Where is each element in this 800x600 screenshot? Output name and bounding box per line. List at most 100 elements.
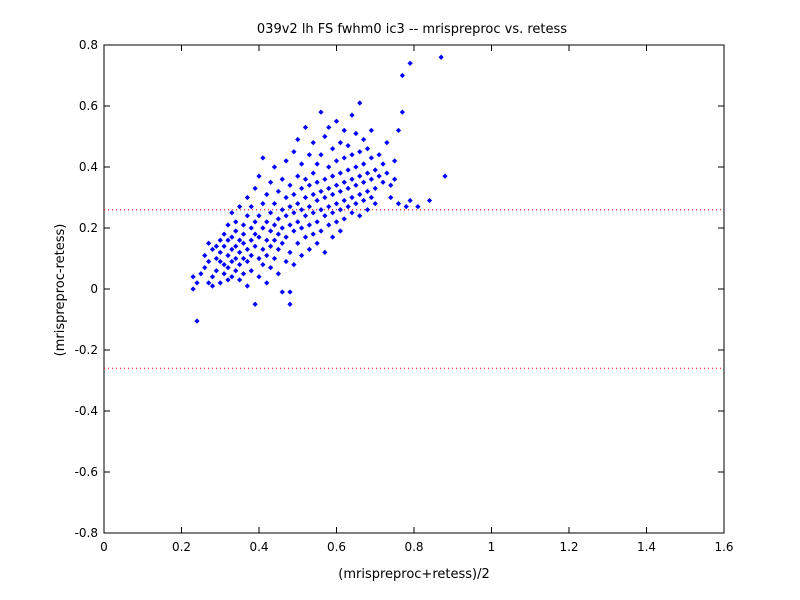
- data-point: [221, 261, 227, 268]
- data-point: [314, 197, 320, 204]
- data-point: [426, 197, 433, 204]
- data-point: [287, 222, 293, 228]
- data-point: [326, 222, 332, 228]
- data-point: [357, 191, 363, 198]
- data-point: [287, 204, 293, 210]
- data-point: [206, 280, 212, 286]
- data-point: [229, 234, 235, 240]
- data-point: [357, 213, 363, 219]
- data-point: [310, 139, 316, 146]
- data-point: [302, 194, 309, 201]
- data-point: [271, 237, 278, 243]
- data-point: [225, 222, 231, 228]
- data-point: [244, 213, 250, 219]
- data-point: [275, 271, 281, 277]
- data-point: [194, 280, 200, 286]
- data-point: [213, 268, 219, 274]
- data-point: [368, 127, 374, 134]
- data-point: [380, 179, 386, 185]
- data-point: [275, 216, 281, 222]
- data-point: [395, 200, 402, 207]
- data-point: [376, 173, 382, 179]
- data-point: [361, 136, 367, 143]
- data-point: [221, 231, 227, 237]
- data-point: [244, 258, 250, 265]
- data-point: [225, 252, 231, 259]
- data-point: [310, 191, 316, 198]
- data-point: [302, 213, 309, 219]
- data-point: [295, 136, 301, 143]
- x-axis-ticks: 0 0.2 0.4 0.6 0.8 1 1.2 1.4 1.6: [100, 45, 734, 554]
- data-point: [341, 179, 347, 185]
- data-point: [275, 246, 281, 252]
- data-point: [206, 258, 212, 265]
- data-point: [388, 194, 394, 201]
- data-point: [318, 109, 324, 115]
- data-point: [314, 179, 320, 185]
- data-point: [240, 255, 247, 262]
- data-point: [194, 318, 200, 324]
- data-point: [295, 200, 301, 207]
- data-point: [295, 219, 301, 225]
- data-point: [299, 225, 305, 231]
- data-point: [291, 191, 297, 198]
- data-point: [271, 222, 278, 228]
- x-tick-label: 1.6: [714, 540, 733, 554]
- data-point: [368, 176, 374, 182]
- y-tick-label: 0: [90, 282, 98, 296]
- data-point: [392, 158, 398, 164]
- data-point: [372, 200, 378, 207]
- data-point: [209, 274, 216, 280]
- data-point: [260, 155, 266, 161]
- data-point: [314, 240, 320, 246]
- data-point: [361, 197, 367, 204]
- data-point: [233, 255, 239, 262]
- data-point: [287, 289, 293, 295]
- data-point: [302, 124, 309, 130]
- data-point: [407, 197, 413, 204]
- data-point: [299, 185, 305, 191]
- data-point: [314, 219, 320, 225]
- data-point: [349, 210, 355, 216]
- data-point: [264, 191, 270, 198]
- data-point: [330, 210, 336, 216]
- y-tick-label: -0.6: [75, 465, 98, 479]
- data-point: [248, 225, 254, 231]
- data-point: [240, 231, 247, 237]
- data-point: [353, 182, 359, 188]
- data-point: [287, 301, 293, 307]
- x-tick-label: 0.2: [172, 540, 191, 554]
- data-point: [368, 194, 374, 201]
- data-point: [337, 228, 343, 234]
- data-point: [248, 204, 254, 210]
- data-point: [349, 112, 355, 118]
- data-point: [326, 185, 332, 191]
- data-point: [248, 252, 254, 259]
- data-point: [279, 289, 285, 295]
- data-point: [279, 207, 285, 213]
- data-point: [275, 188, 281, 195]
- data-point: [384, 170, 390, 176]
- data-point: [302, 234, 309, 240]
- data-point: [403, 204, 409, 210]
- data-point: [295, 240, 301, 246]
- x-tick-label: 0.6: [327, 540, 346, 554]
- data-point: [271, 255, 278, 262]
- data-point: [299, 252, 305, 259]
- data-point: [237, 249, 243, 256]
- data-points: [190, 54, 448, 324]
- data-point: [268, 228, 274, 234]
- data-point: [399, 109, 405, 115]
- data-point: [248, 268, 254, 274]
- data-point: [306, 246, 312, 252]
- data-point: [322, 133, 328, 140]
- x-axis-label: (mrispreproc+retess)/2: [338, 567, 490, 582]
- data-point: [310, 231, 316, 237]
- data-point: [283, 234, 289, 240]
- data-point: [322, 194, 328, 201]
- data-point: [372, 167, 378, 173]
- data-point: [442, 173, 448, 179]
- y-tick-label: -0.2: [75, 343, 98, 357]
- data-point: [260, 261, 266, 268]
- y-tick-label: 0.6: [79, 99, 98, 113]
